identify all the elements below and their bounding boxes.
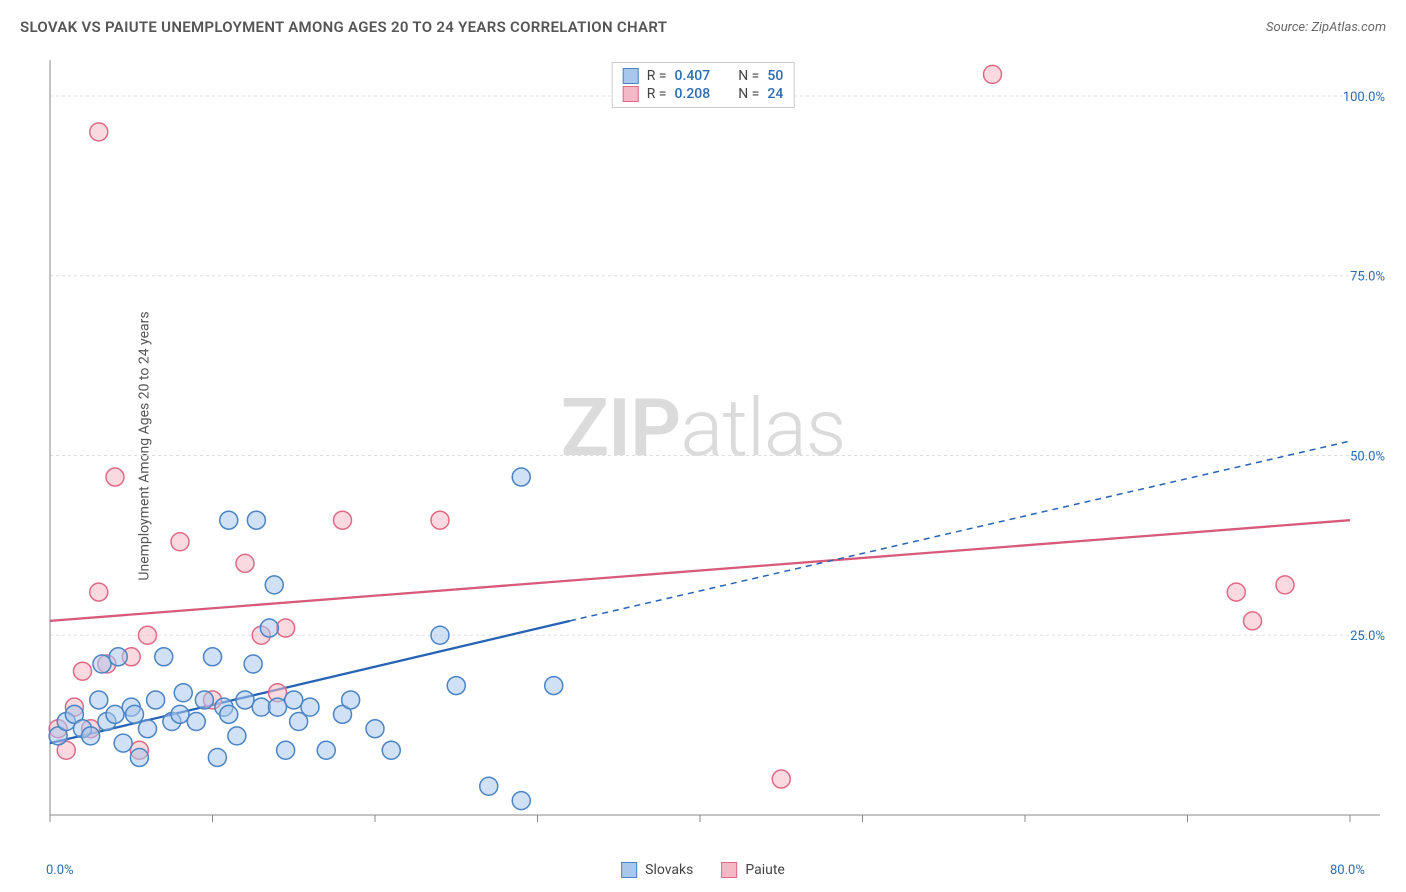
- source-name: ZipAtlas.com: [1311, 20, 1386, 35]
- n-label: N =: [738, 68, 759, 84]
- n-value-slovak: 50: [767, 68, 783, 84]
- data-points: [49, 65, 1294, 809]
- scatter-plot: 25.0% 50.0% 75.0% 100.0%: [40, 55, 1390, 845]
- r-label: R =: [647, 68, 667, 84]
- y-tick-labels: 25.0% 50.0% 75.0% 100.0%: [1343, 90, 1385, 644]
- correlation-legend: R = 0.407 N = 50 R = 0.208 N = 24: [612, 62, 795, 108]
- n-label: N =: [738, 86, 759, 102]
- swatch-slovak: [623, 68, 639, 84]
- swatch-paiute: [623, 86, 639, 102]
- x-tick-label-min: 0.0%: [46, 863, 74, 878]
- r-value-slovak: 0.407: [675, 68, 711, 84]
- source-label: Source:: [1266, 20, 1311, 35]
- source-attribution: Source: ZipAtlas.com: [1266, 20, 1386, 35]
- r-value-paiute: 0.208: [675, 86, 711, 102]
- grid-lines: [50, 96, 1380, 635]
- legend-label-paiute: Paiute: [745, 862, 785, 878]
- chart-title: SLOVAK VS PAIUTE UNEMPLOYMENT AMONG AGES…: [20, 18, 667, 36]
- legend-item-slovak: Slovaks: [621, 862, 693, 878]
- swatch-paiute: [721, 862, 737, 878]
- n-value-paiute: 24: [767, 86, 783, 102]
- legend-row-paiute: R = 0.208 N = 24: [623, 85, 784, 103]
- series-legend: Slovaks Paiute: [621, 862, 785, 878]
- svg-text:75.0%: 75.0%: [1350, 270, 1385, 285]
- legend-row-slovak: R = 0.407 N = 50: [623, 67, 784, 85]
- svg-text:25.0%: 25.0%: [1350, 629, 1385, 644]
- legend-label-slovak: Slovaks: [645, 862, 693, 878]
- legend-item-paiute: Paiute: [721, 862, 785, 878]
- swatch-slovak: [621, 862, 637, 878]
- r-label: R =: [647, 86, 667, 102]
- svg-text:50.0%: 50.0%: [1350, 449, 1385, 464]
- x-tick-label-max: 80.0%: [1330, 863, 1365, 878]
- svg-text:100.0%: 100.0%: [1343, 90, 1385, 105]
